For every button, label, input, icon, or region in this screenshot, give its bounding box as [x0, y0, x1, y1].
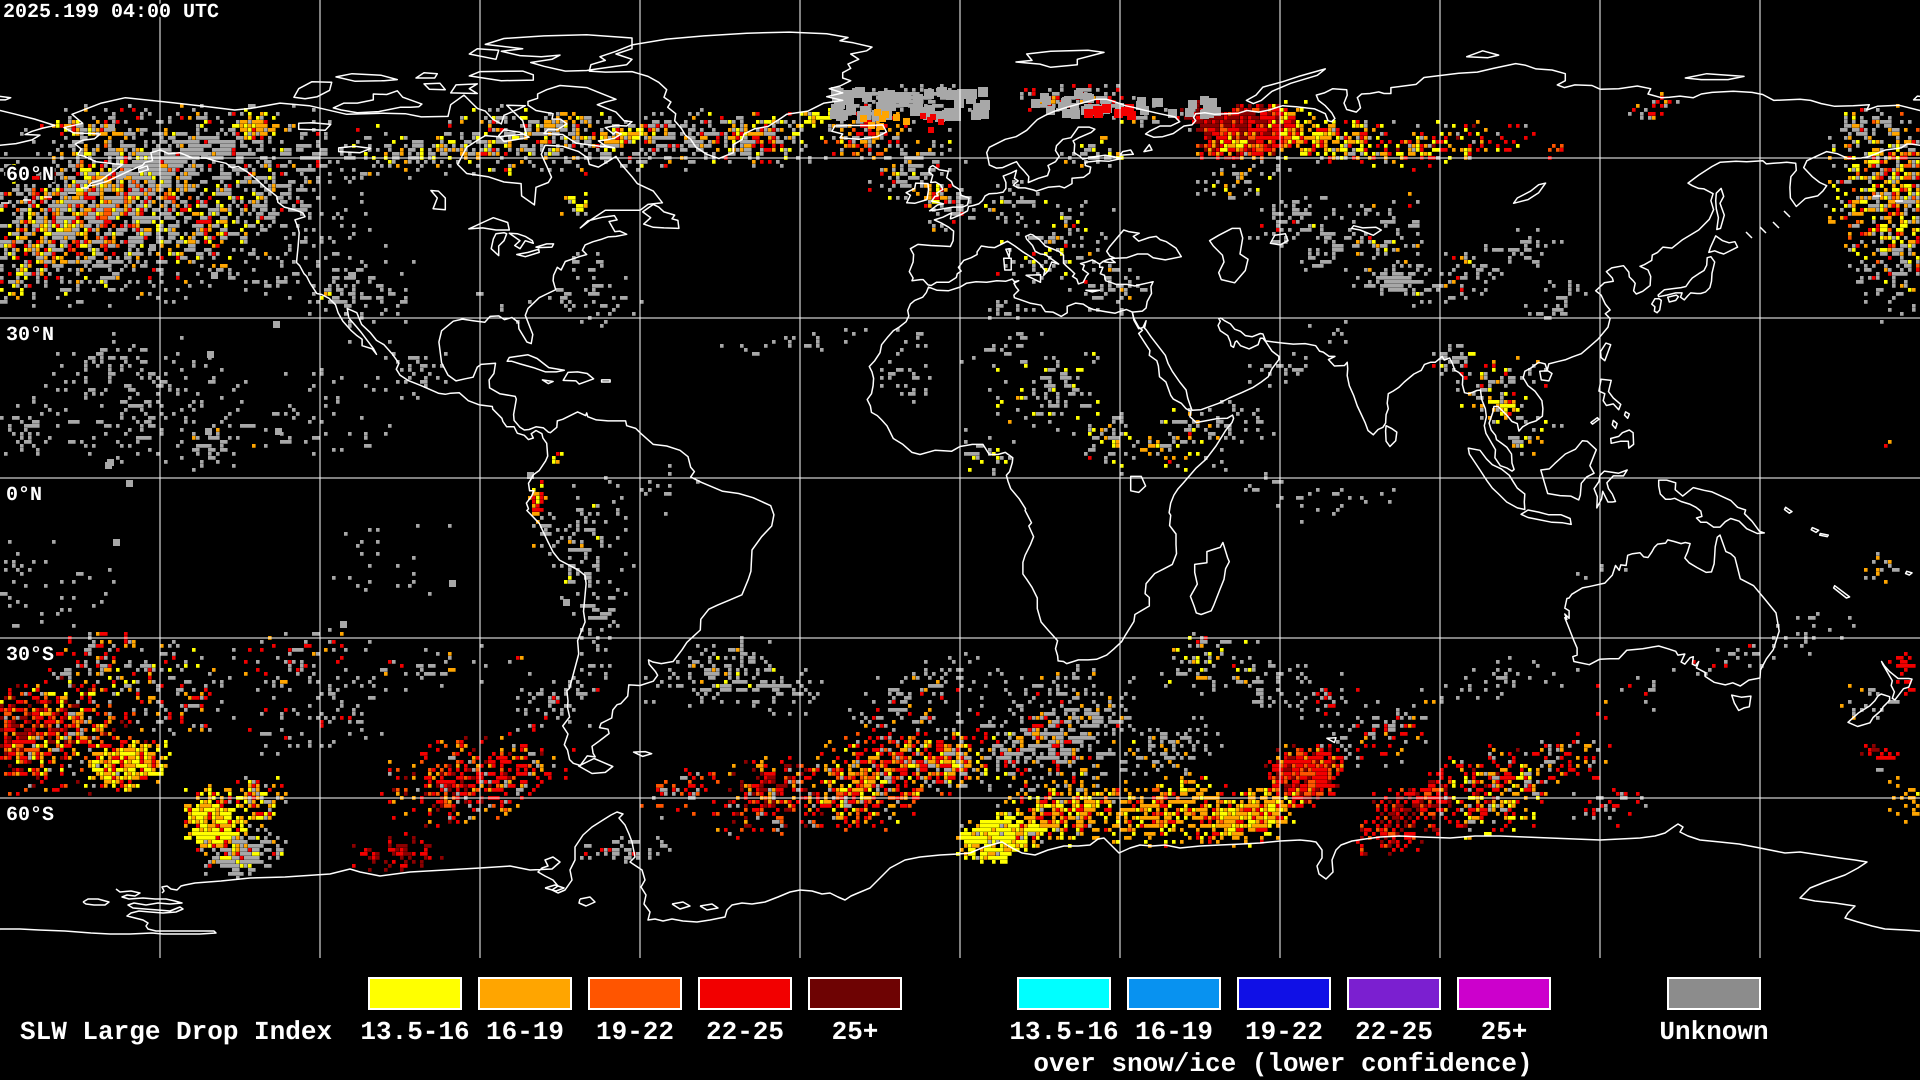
svg-text:22-25: 22-25: [1355, 1017, 1433, 1047]
svg-text:60°S: 60°S: [6, 804, 54, 827]
svg-text:SLW Large Drop Index: SLW Large Drop Index: [20, 1017, 332, 1047]
svg-text:0°N: 0°N: [6, 484, 42, 507]
svg-text:19-22: 19-22: [596, 1017, 674, 1047]
svg-text:2025.199 04:00 UTC: 2025.199 04:00 UTC: [3, 1, 219, 24]
svg-text:16-19: 16-19: [1135, 1017, 1213, 1047]
svg-text:25+: 25+: [832, 1017, 879, 1047]
svg-text:13.5-16: 13.5-16: [1009, 1017, 1118, 1047]
svg-text:13.5-16: 13.5-16: [360, 1017, 469, 1047]
svg-text:Unknown: Unknown: [1659, 1017, 1768, 1047]
svg-text:16-19: 16-19: [486, 1017, 564, 1047]
svg-text:30°S: 30°S: [6, 644, 54, 667]
svg-text:22-25: 22-25: [706, 1017, 784, 1047]
svg-text:25+: 25+: [1481, 1017, 1528, 1047]
svg-text:over snow/ice (lower confidenc: over snow/ice (lower confidence): [1033, 1049, 1532, 1079]
svg-text:19-22: 19-22: [1245, 1017, 1323, 1047]
svg-text:60°N: 60°N: [6, 164, 54, 187]
svg-text:30°N: 30°N: [6, 324, 54, 347]
